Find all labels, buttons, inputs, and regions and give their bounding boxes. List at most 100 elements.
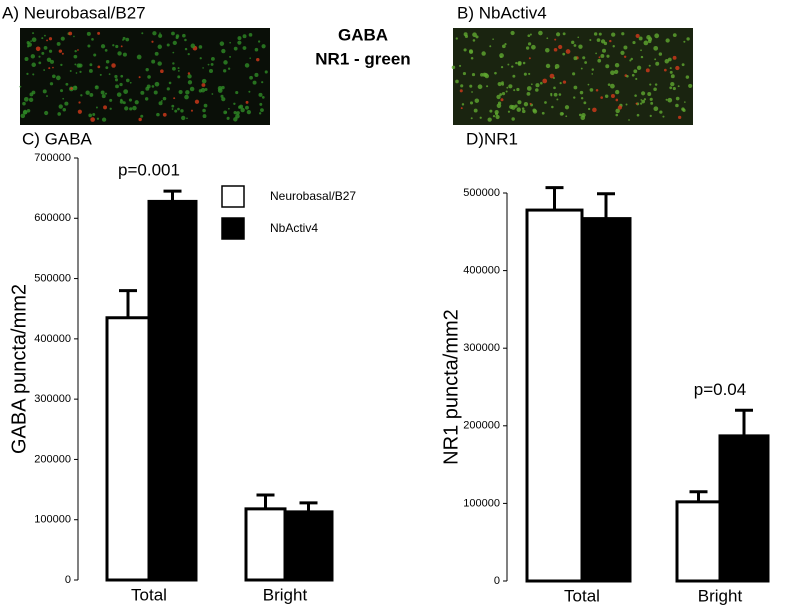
speck [104, 92, 108, 95]
speck [631, 73, 635, 77]
speck [26, 109, 31, 113]
speck [97, 65, 101, 69]
speck [638, 36, 643, 41]
speck [473, 108, 478, 113]
speck [455, 79, 459, 84]
speck [85, 90, 90, 95]
speck [30, 54, 36, 59]
speck [541, 111, 545, 115]
speck [177, 75, 181, 79]
speck [134, 100, 139, 105]
speck [156, 112, 160, 117]
speck [175, 34, 180, 38]
speck [528, 57, 531, 60]
speck [229, 41, 232, 44]
speck [138, 117, 142, 122]
speck [654, 58, 657, 61]
speck [558, 44, 563, 50]
speck [73, 54, 78, 59]
speck [602, 48, 607, 53]
speck [19, 85, 22, 88]
speck [88, 69, 93, 73]
speck [659, 110, 663, 114]
speck [46, 39, 48, 42]
speck [185, 90, 190, 95]
speck [56, 75, 61, 81]
speck [589, 39, 592, 42]
speck [65, 82, 69, 86]
speck [471, 72, 476, 77]
speck [226, 116, 230, 120]
speck [23, 96, 29, 102]
speck [166, 43, 170, 47]
speck [553, 92, 558, 97]
speck [596, 38, 601, 42]
speck [171, 31, 175, 36]
speck [615, 89, 620, 95]
speck [647, 39, 652, 44]
speck [178, 89, 183, 95]
speck [562, 52, 566, 56]
speck [600, 53, 605, 58]
speck [672, 33, 677, 38]
speck [24, 56, 29, 62]
speck [504, 43, 507, 46]
speck [138, 76, 141, 79]
speck [115, 44, 119, 49]
speck [48, 49, 53, 53]
speck [87, 44, 91, 48]
speck [620, 50, 625, 55]
x-tick-label: Bright [263, 585, 308, 604]
speck [123, 89, 129, 95]
speck [549, 73, 555, 79]
speck [607, 83, 611, 87]
y-tick-label: 100000 [463, 497, 500, 509]
speck [529, 102, 532, 105]
speck [228, 107, 230, 110]
speck [154, 81, 160, 87]
speck [512, 74, 516, 78]
x-tick-label: Bright [698, 586, 743, 605]
speck [635, 33, 640, 38]
speck [611, 32, 616, 37]
speck [526, 91, 531, 96]
speck [681, 107, 685, 111]
speck [495, 114, 500, 120]
x-tick-label: Total [564, 586, 600, 605]
speck [583, 101, 587, 105]
speck [554, 66, 558, 70]
speck [509, 104, 514, 110]
speck [108, 73, 111, 76]
speck [30, 40, 32, 43]
y-tick-label: 500000 [463, 187, 500, 199]
speck [114, 78, 119, 82]
speck [479, 116, 482, 119]
speck [665, 38, 670, 43]
speck [670, 81, 675, 87]
speck [502, 44, 506, 49]
speck [647, 92, 652, 96]
speck [591, 68, 594, 71]
speck [249, 75, 253, 80]
speck [217, 85, 223, 91]
speck [626, 74, 629, 78]
speck [244, 63, 250, 68]
speck [246, 110, 251, 115]
speck [571, 40, 575, 45]
speck [663, 68, 667, 72]
speck [678, 115, 682, 119]
speck [468, 49, 474, 54]
speck [516, 107, 521, 112]
speck [62, 108, 67, 112]
speck [573, 96, 576, 99]
speck [100, 44, 106, 49]
speck [27, 42, 32, 47]
y-tick-label: 300000 [463, 342, 500, 354]
speck [172, 40, 177, 45]
speck [629, 59, 632, 62]
speck [597, 58, 602, 63]
stain-label: GABA [338, 25, 388, 44]
speck [89, 93, 94, 97]
speck [654, 33, 660, 39]
